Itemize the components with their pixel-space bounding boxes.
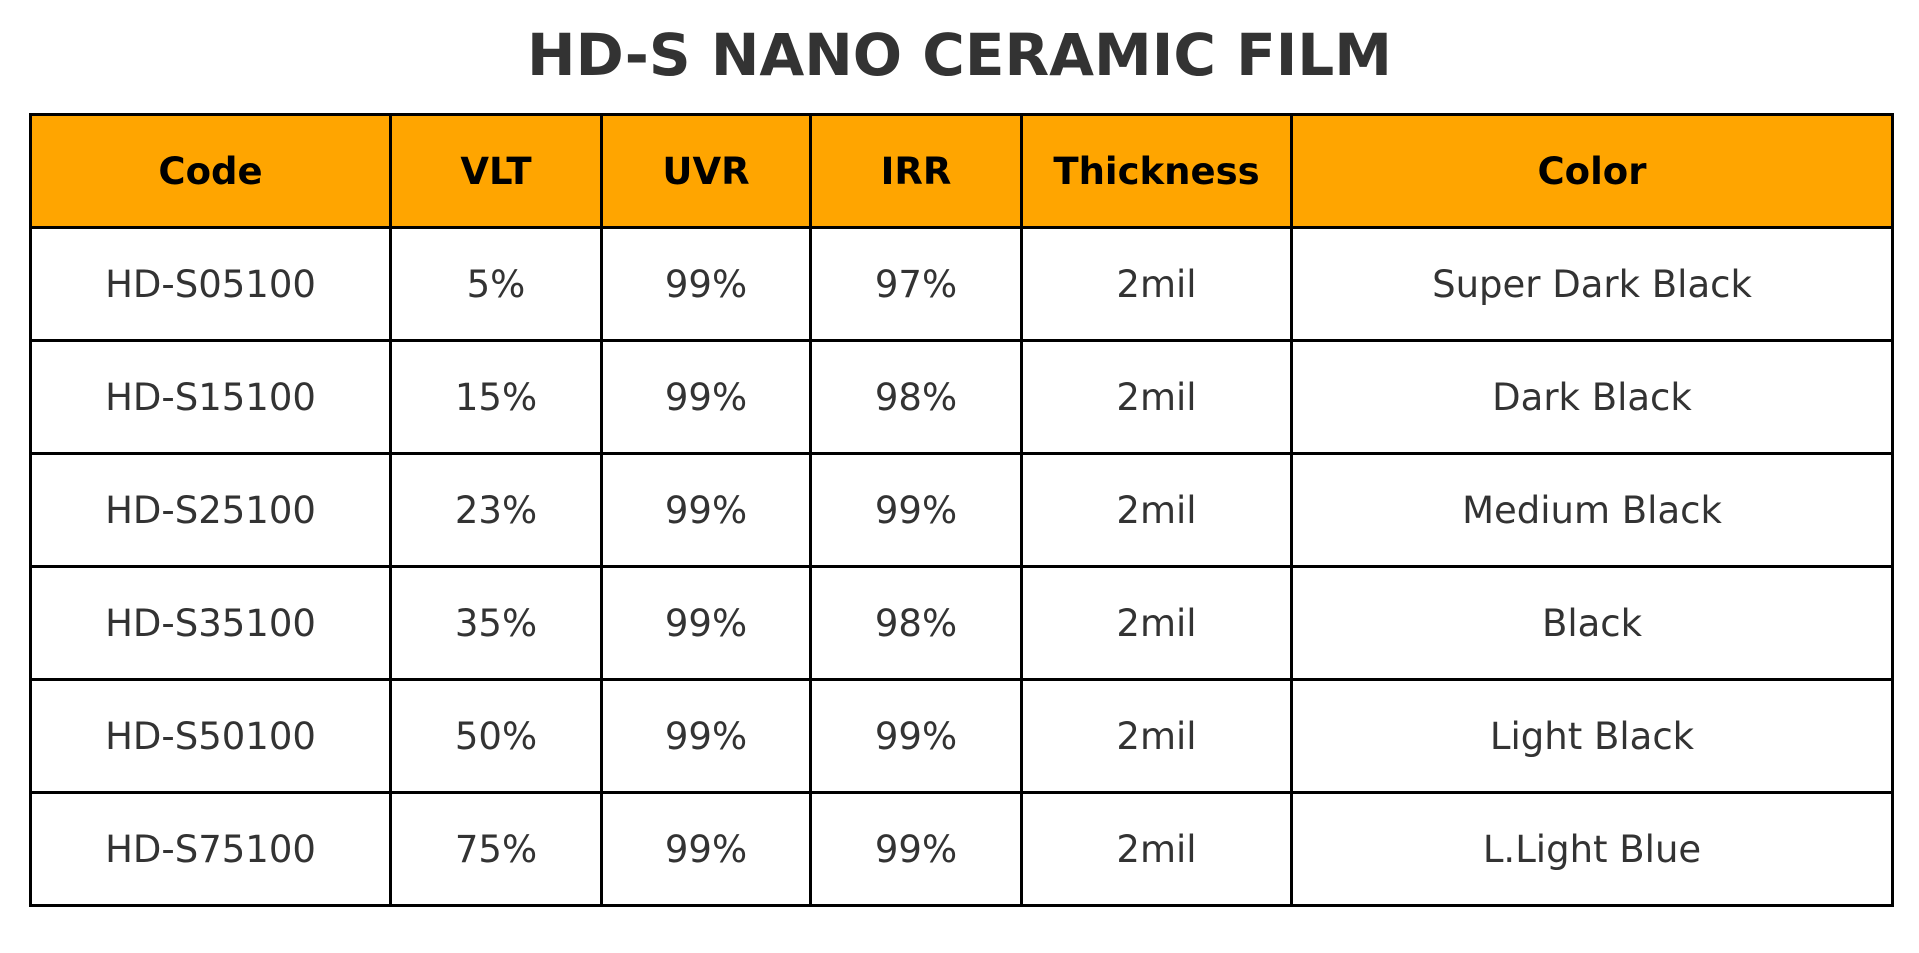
table-cell: 98% — [809, 339, 1023, 455]
table-cell: HD-S75100 — [29, 791, 392, 907]
title: HD-S NANO CERAMIC FILM — [527, 21, 1392, 89]
table-cell: HD-S50100 — [29, 678, 392, 794]
table-cell: 97% — [809, 226, 1023, 342]
table-body: HD-S05100 5% 99% 97% 2mil Super Dark Black HD-… — [29, 226, 1894, 907]
table-cell: 99% — [600, 791, 812, 907]
table-cell: Dark Black — [1290, 339, 1894, 455]
table-cell: 2mil — [1020, 791, 1293, 907]
table-cell: 99% — [600, 678, 812, 794]
table-cell: 99% — [600, 226, 812, 342]
table-cell: Super Dark Black — [1290, 226, 1894, 342]
table-cell: 2mil — [1020, 565, 1293, 681]
table-cell: HD-S05100 — [29, 226, 392, 342]
table-cell: 99% — [600, 339, 812, 455]
table-row: HD-S05100 5% 99% 97% 2mil Super Dark Black — [29, 226, 1894, 342]
table-cell: HD-S15100 — [29, 339, 392, 455]
table-cell: 2mil — [1020, 678, 1293, 794]
table-cell: HD-S25100 — [29, 452, 392, 568]
header-cell: Code — [29, 113, 392, 229]
table-cell: 50% — [389, 678, 603, 794]
table-cell: 98% — [809, 565, 1023, 681]
table-cell: L.Light Blue — [1290, 791, 1894, 907]
table-cell: 5% — [389, 226, 603, 342]
table-cell: 23% — [389, 452, 603, 568]
table-row: HD-S15100 15% 99% 98% 2mil Dark Black — [29, 339, 1894, 455]
table-cell: 2mil — [1020, 339, 1293, 455]
table-cell: 99% — [809, 791, 1023, 907]
table-cell: 15% — [389, 339, 603, 455]
table-row: HD-S35100 35% 99% 98% 2mil Black — [29, 565, 1894, 681]
table-cell: 99% — [600, 452, 812, 568]
table-cell: HD-S35100 — [29, 565, 392, 681]
table-cell: 75% — [389, 791, 603, 907]
table-cell: 99% — [600, 565, 812, 681]
table-row: HD-S50100 50% 99% 99% 2mil Light Black — [29, 678, 1894, 794]
header-row: Code VLT UVR IRR Thickness Color — [29, 113, 1894, 229]
header-cell: Thickness — [1020, 113, 1293, 229]
table-cell: 99% — [809, 678, 1023, 794]
header-cell: UVR — [600, 113, 812, 229]
table-cell: 2mil — [1020, 452, 1293, 568]
table-cell: 2mil — [1020, 226, 1293, 342]
table-cell: Black — [1290, 565, 1894, 681]
table-row: HD-S75100 75% 99% 99% 2mil L.Light Blue — [29, 791, 1894, 907]
table-cell: 35% — [389, 565, 603, 681]
header-cell: IRR — [809, 113, 1023, 229]
table-cell: 99% — [809, 452, 1023, 568]
table-cell: Light Black — [1290, 678, 1894, 794]
table-cell: Medium Black — [1290, 452, 1894, 568]
header-cell: VLT — [389, 113, 603, 229]
table-row: HD-S25100 23% 99% 99% 2mil Medium Black — [29, 452, 1894, 568]
header-cell: Color — [1290, 113, 1894, 229]
spec-table: Code VLT UVR IRR Thickness Color HD-S05100 5% 9… — [29, 113, 1894, 907]
